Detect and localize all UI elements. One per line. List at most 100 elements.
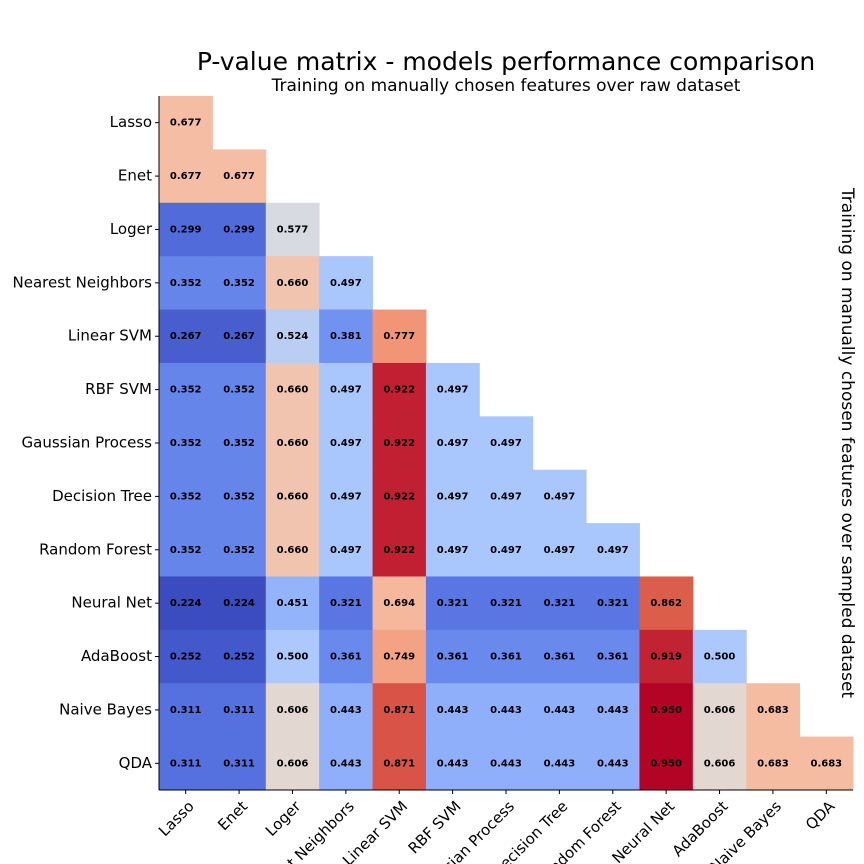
heatmap-cell [159,683,213,738]
y-tick-label: Neural Net [71,594,152,612]
heatmap-cell [425,469,480,524]
cell-label: 0.443 [330,705,362,716]
cell-label: 0.922 [383,385,415,396]
cell-label: 0.443 [490,705,522,716]
y-tick-label: Naive Bayes [59,700,152,718]
cell-label: 0.443 [544,705,576,716]
cell-label: 0.922 [383,545,415,556]
cell-label: 0.497 [490,545,522,556]
cell-label: 0.381 [330,331,362,342]
heatmap-cell [799,736,854,791]
cell-label: 0.524 [277,331,309,342]
heatmap-cell [532,469,587,524]
heatmap-cell [265,256,320,311]
cell-label: 0.352 [170,385,202,396]
heatmap-cell [319,309,374,364]
heatmap-cell [319,256,374,311]
heatmap-cell [479,416,534,471]
x-tick-label: Enet [214,797,251,834]
heatmap-cell [425,362,480,417]
heatmap-cell [425,416,480,471]
heatmap-cell [212,683,267,738]
heatmap-cell [586,523,640,577]
cell-label: 0.677 [223,171,255,182]
heatmap-cell [479,576,534,631]
y-tick-label: Decision Tree [52,487,152,505]
cell-label: 0.677 [170,118,202,129]
heatmap-cell [532,683,587,738]
heatmap-cell [319,629,374,684]
heatmap-cell [479,469,534,524]
cell-label: 0.443 [437,758,469,769]
cell-label: 0.352 [170,545,202,556]
heatmap-cell [212,469,267,524]
heatmap-cell [265,362,320,417]
heatmap-cell [425,629,480,684]
heatmap-cell [372,416,427,471]
heatmap-cell [372,469,427,524]
cell-label: 0.497 [437,491,469,502]
cell-label: 0.497 [490,438,522,449]
heatmap-cell [159,309,213,364]
cell-label: 0.311 [223,705,255,716]
cell-label: 0.497 [330,545,362,556]
cell-label: 0.443 [330,758,362,769]
y-tick-label: Lasso [110,113,152,131]
heatmap-cell [159,469,213,524]
cell-label: 0.500 [277,652,309,663]
heatmap-cell [159,96,213,150]
heatmap-cell [425,576,480,631]
cell-label: 0.361 [490,652,522,663]
heatmap-cell [265,629,320,684]
heatmap-cell [265,309,320,364]
heatmap-cell [586,629,640,684]
cell-label: 0.443 [544,758,576,769]
cell-label: 0.311 [170,758,202,769]
heatmap-cell [319,416,374,471]
heatmap-cell [319,683,374,738]
heatmap-cell [532,523,587,577]
cell-label: 0.252 [223,652,255,663]
heatmap-cell [532,629,587,684]
heatmap-cell [265,469,320,524]
x-tick-label: Lasso [155,797,198,840]
cell-label: 0.224 [170,598,202,609]
heatmap-cell [265,416,320,471]
heatmap-cell [159,256,213,311]
heatmap-cell [212,576,267,631]
heatmap-cell [372,629,427,684]
cell-label: 0.606 [704,758,736,769]
y-tick-label: Linear SVM [68,327,152,345]
cell-label: 0.321 [544,598,576,609]
y-tick-label: Gaussian Process [22,434,153,452]
heatmap-cell [159,202,213,257]
heatmap-cell [212,149,267,204]
heatmap-cell [319,576,374,631]
cell-label: 0.497 [330,385,362,396]
heatmap-cell [265,576,320,631]
cell-label: 0.497 [437,385,469,396]
cell-label: 0.352 [170,278,202,289]
heatmap-cell [159,362,213,417]
cell-label: 0.497 [330,491,362,502]
cell-label: 0.497 [330,438,362,449]
cell-label: 0.660 [277,491,309,502]
y-tick-label: QDA [119,754,153,772]
cell-label: 0.950 [650,705,682,716]
heatmap-cell [212,523,267,577]
heatmap-cell [586,736,640,791]
heatmap-cell [265,202,320,257]
cell-label: 0.311 [223,758,255,769]
chart-title: P-value matrix - models performance comp… [197,47,815,76]
cell-label: 0.497 [437,545,469,556]
cell-label: 0.321 [490,598,522,609]
heatmap-cell [479,629,534,684]
cell-label: 0.352 [223,491,255,502]
y-tick-label: Enet [118,167,152,185]
cell-label: 0.497 [544,491,576,502]
heatmap-cell [372,362,427,417]
cell-label: 0.361 [544,652,576,663]
heatmap-cell [372,576,427,631]
cell-label: 0.267 [223,331,255,342]
heatmap-cell [425,736,480,791]
